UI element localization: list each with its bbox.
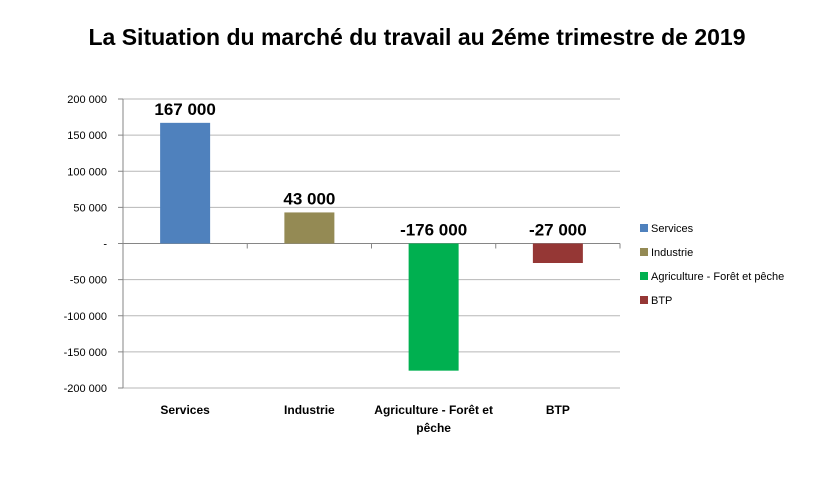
data-label: 167 000	[154, 100, 215, 119]
bar-1	[284, 212, 335, 244]
category-label: Services	[160, 403, 210, 417]
bar-2	[408, 243, 459, 371]
y-tick-label: 50 000	[73, 202, 107, 214]
data-label: -176 000	[400, 221, 467, 240]
y-tick-label: 200 000	[67, 94, 107, 106]
data-label: -27 000	[529, 221, 587, 240]
legend-swatch	[640, 272, 648, 280]
bar-0	[160, 122, 211, 244]
legend-swatch	[640, 248, 648, 256]
y-tick-label: -150 000	[64, 347, 107, 359]
category-label: Industrie	[284, 403, 335, 417]
chart-title: La Situation du marché du travail au 2ém…	[88, 24, 746, 50]
bar-3	[532, 243, 583, 264]
y-tick-label: -	[103, 239, 107, 251]
legend-swatch	[640, 296, 648, 304]
legend-label: Agriculture - Forêt et pêche	[651, 271, 784, 283]
legend-label: BTP	[651, 295, 672, 307]
category-label: Agriculture - Forêt et	[374, 403, 493, 417]
category-label: BTP	[546, 403, 570, 417]
y-tick-label: -200 000	[64, 383, 107, 395]
legend-swatch	[640, 224, 648, 232]
y-tick-label: 100 000	[67, 166, 107, 178]
y-tick-label: -100 000	[64, 311, 107, 323]
category-label: pêche	[416, 421, 451, 435]
legend-label: Industrie	[651, 247, 693, 259]
y-tick-label: -50 000	[70, 275, 107, 287]
legend-label: Services	[651, 223, 694, 235]
y-tick-label: 150 000	[67, 130, 107, 142]
data-label: 43 000	[283, 189, 335, 208]
